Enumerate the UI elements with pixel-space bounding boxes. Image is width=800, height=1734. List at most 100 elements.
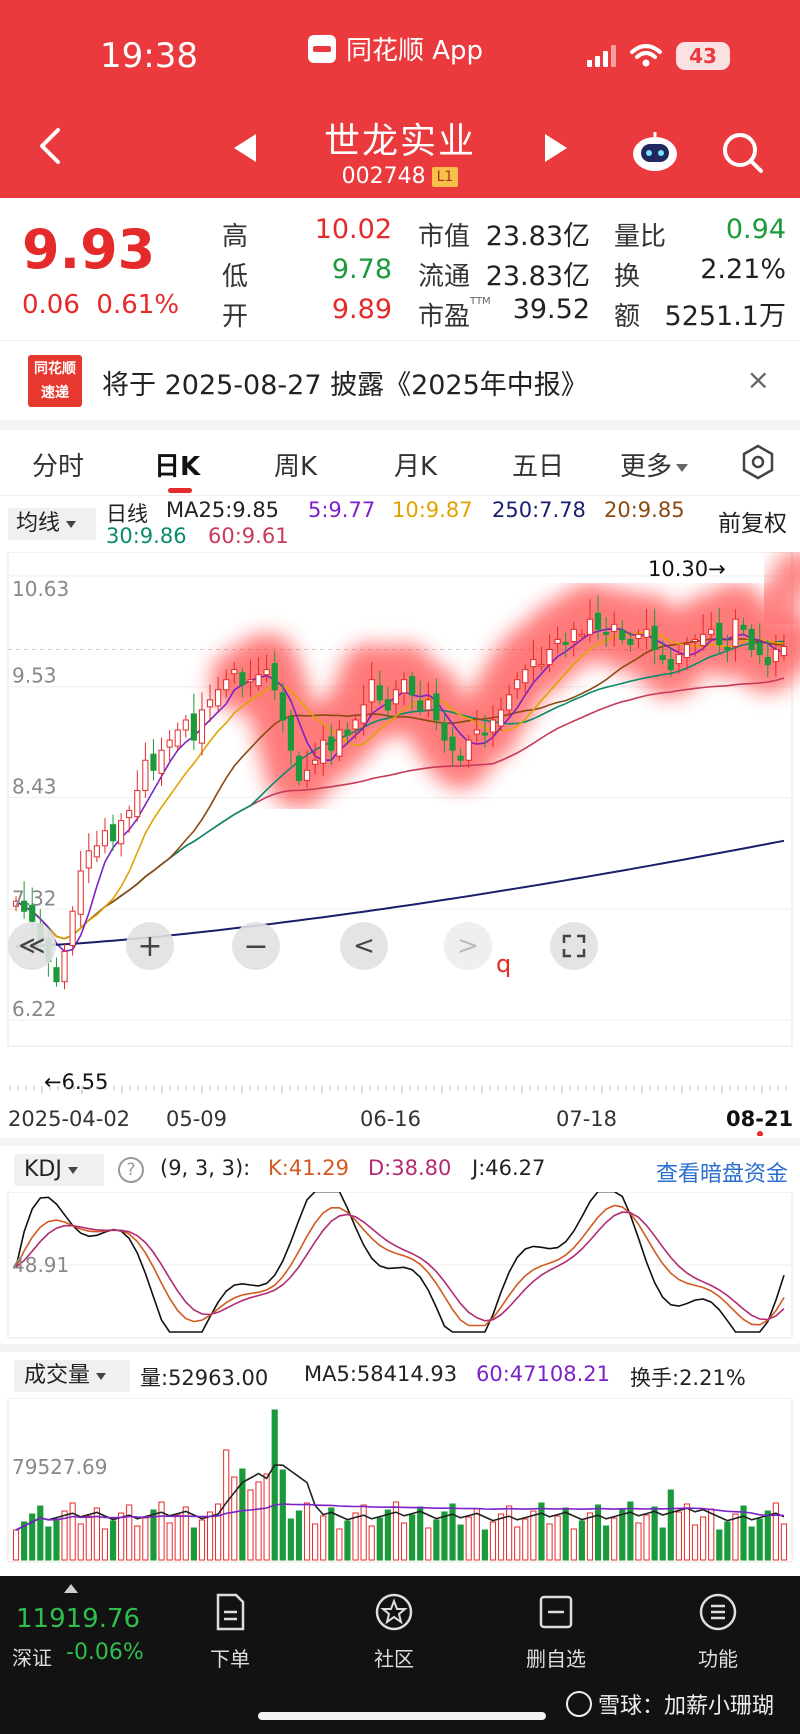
prev-stock-icon[interactable] [234, 134, 256, 162]
candle-body [538, 664, 545, 667]
volume-bar [530, 1510, 537, 1561]
close-icon[interactable]: × [746, 363, 770, 396]
scroll-left-button[interactable]: < [340, 922, 388, 970]
candle [425, 682, 432, 718]
volume-chart[interactable]: 79527.69 [0, 1398, 800, 1568]
kdj-j-line [15, 1192, 785, 1333]
volume-bar [12, 1529, 20, 1561]
candle-body [578, 633, 585, 637]
nav-community[interactable]: 社区 [344, 1584, 444, 1672]
tab-monthly-k[interactable]: 月K [394, 452, 438, 482]
vol-ratio-label: 量比 [614, 222, 667, 252]
volume-indicator-select[interactable]: 成交量 [14, 1360, 130, 1392]
tab-five-day[interactable]: 五日 [512, 452, 565, 482]
candle-body [748, 628, 755, 650]
volume-bar [570, 1528, 577, 1561]
kdj-chart[interactable]: 48.91 [0, 1192, 800, 1342]
fast-back-button[interactable]: ≪ [8, 922, 56, 970]
volume-bar [190, 1527, 197, 1561]
candle-body [376, 685, 383, 701]
candle-body [700, 633, 707, 646]
volume-bar [69, 1502, 76, 1561]
candle [748, 624, 755, 658]
candle [190, 693, 197, 751]
volume-frame [7, 1398, 793, 1563]
adjust-mode[interactable]: 前复权 [718, 511, 787, 537]
level-badge: L1 [431, 167, 459, 187]
candle [150, 739, 157, 781]
zoom-out-button[interactable]: − [232, 922, 280, 970]
tab-daily-k[interactable]: 日K [154, 452, 201, 482]
chevron-down-icon [67, 1166, 78, 1174]
news-banner[interactable]: 同花顺 速递 将于 2025-08-27 披露《2025年中报》 × [0, 340, 800, 420]
ai-assistant-icon[interactable] [630, 130, 680, 174]
nav-functions[interactable]: 功能 [668, 1584, 768, 1672]
candle-body [489, 719, 497, 733]
index-value[interactable]: 11919.76 [16, 1604, 141, 1634]
candle-body [198, 709, 206, 744]
high-label: 高 [222, 222, 249, 252]
candle [562, 632, 569, 658]
app-logo-icon [308, 34, 336, 63]
volume-bar [627, 1501, 634, 1561]
candle [368, 662, 375, 717]
candle [295, 751, 303, 786]
kdj-d: D:38.80 [368, 1156, 452, 1180]
divider [0, 1344, 800, 1352]
volume-bar [93, 1507, 100, 1561]
candle [328, 724, 335, 766]
active-tab-indicator [168, 488, 192, 493]
candle [247, 659, 254, 697]
x-label-start: 2025-04-02 [8, 1107, 130, 1131]
settings-hexagon-icon[interactable] [740, 444, 776, 480]
pe-value: 39.52 [512, 294, 590, 325]
volume-bar [255, 1481, 262, 1561]
x-axis: 2025-04-02 05-09 06-16 07-18 08-21 [8, 1086, 793, 1136]
fullscreen-button[interactable] [550, 922, 598, 970]
tab-more[interactable]: 更多 [620, 446, 689, 483]
app-source[interactable]: 同花顺 App [308, 30, 483, 67]
ma5-value: 5:9.77 [308, 498, 376, 522]
candle-body [239, 672, 246, 686]
zoom-in-button[interactable]: + [126, 922, 174, 970]
candle-body [465, 739, 472, 761]
candle-body [223, 679, 230, 691]
kdj-k: K:41.29 [268, 1156, 349, 1180]
dark-pool-link[interactable]: 查看暗盘资金 [655, 1162, 788, 1187]
volume-bar [780, 1523, 788, 1561]
tab-intraday[interactable]: 分时 [32, 452, 85, 482]
candle [400, 672, 408, 706]
candle-body [473, 729, 480, 735]
tab-weekly-k[interactable]: 周K [274, 452, 318, 482]
candle-body [433, 693, 440, 721]
candle-body [29, 904, 36, 922]
news-text[interactable]: 将于 2025-08-27 披露《2025年中报》 [102, 370, 588, 401]
nav-order[interactable]: 下单 [180, 1584, 280, 1672]
candle-body [368, 679, 375, 703]
index-expand-icon[interactable] [64, 1584, 78, 1593]
candle-body [142, 759, 149, 791]
ma-indicator-select[interactable]: 均线 [8, 508, 96, 540]
kdj-indicator-select[interactable]: KDJ [14, 1154, 104, 1186]
scroll-right-button[interactable]: > [444, 922, 492, 970]
candle [578, 629, 585, 641]
volume-bar [473, 1508, 480, 1561]
nav-remove-watchlist[interactable]: 删自选 [506, 1584, 606, 1672]
candle-body [77, 870, 84, 915]
volume-bar [53, 1518, 60, 1561]
next-stock-icon[interactable] [545, 134, 567, 162]
kline-chart[interactable]: 10.639.538.437.326.22 10.30→ ←6.55 [0, 552, 800, 1112]
home-indicator[interactable] [258, 1712, 546, 1720]
candle-body [417, 700, 424, 711]
candle-body [683, 643, 691, 659]
candle-body [360, 704, 367, 724]
search-icon[interactable] [720, 130, 764, 174]
candle [231, 662, 238, 684]
volume-y-tick: 79527.69 [12, 1455, 107, 1479]
volume-bar [352, 1512, 359, 1561]
help-icon[interactable]: ? [118, 1157, 144, 1183]
volume-bar [651, 1506, 658, 1561]
back-icon[interactable] [32, 126, 66, 166]
candle [635, 629, 642, 649]
candle [619, 620, 626, 645]
